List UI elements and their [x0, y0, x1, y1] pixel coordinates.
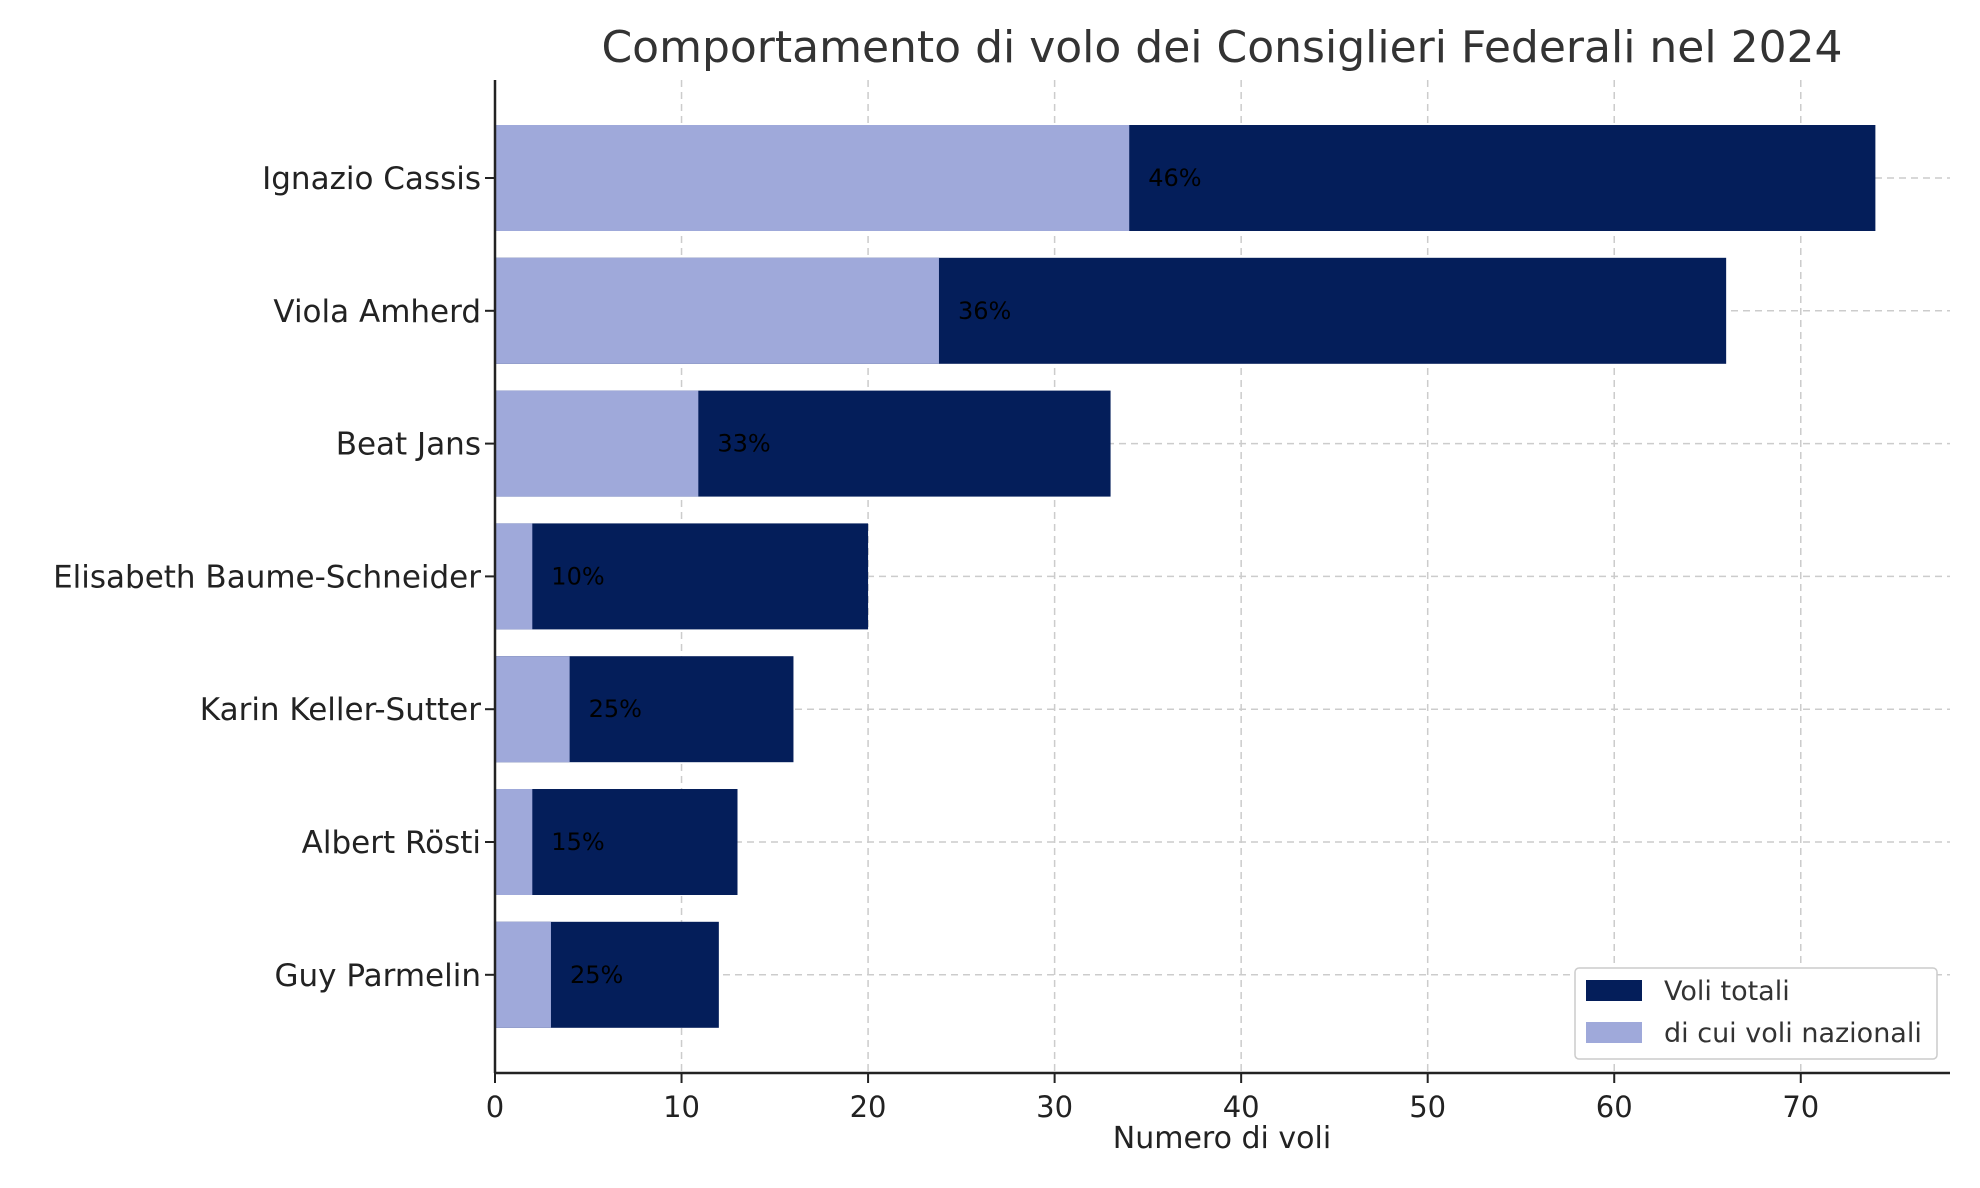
- chart-title: Comportamento di volo dei Consiglieri Fe…: [601, 22, 1842, 73]
- bar-domestic: [495, 523, 533, 630]
- x-tick-label: 0: [486, 1090, 504, 1124]
- x-tick-label: 70: [1782, 1090, 1819, 1124]
- bar-domestic: [495, 921, 551, 1028]
- x-axis-label: Numero di voli: [1113, 1121, 1331, 1156]
- bar-percent-label: 33%: [717, 430, 770, 458]
- category-label: Guy Parmelin: [274, 958, 481, 994]
- category-label: Viola Amherd: [273, 294, 481, 330]
- axes: Ignazio Cassis Viola Amherd Beat Jans Elisa…: [53, 80, 1950, 1124]
- bar-domestic: [495, 789, 533, 895]
- bar-total: [495, 523, 869, 630]
- x-tick-label: 20: [850, 1090, 887, 1124]
- x-tick-label: 10: [663, 1090, 700, 1124]
- data-labels: 46% 36% 33% 10% 25% 15% 25%: [551, 164, 1201, 989]
- bar-percent-label: 25%: [589, 695, 642, 723]
- bars: [495, 125, 1876, 1028]
- legend: Voli totali di cui voli nazionali: [1574, 967, 1938, 1060]
- bar-domestic: [495, 257, 939, 364]
- bar-domestic: [495, 656, 570, 763]
- category-label: Ignazio Cassis: [262, 161, 481, 197]
- category-label: Beat Jans: [336, 427, 481, 463]
- legend-label-total: Voli totali: [1664, 976, 1790, 1007]
- bar-percent-label: 25%: [570, 961, 623, 989]
- x-tick-label: 50: [1409, 1090, 1446, 1124]
- bar-total: [495, 789, 738, 895]
- bar-percent-label: 10%: [551, 562, 604, 590]
- bar-percent-label: 46%: [1148, 164, 1201, 192]
- legend-swatch-total: [1586, 980, 1642, 1001]
- x-tick-label: 30: [1036, 1090, 1073, 1124]
- bar-domestic: [495, 125, 1130, 231]
- category-label: Elisabeth Baume-Schneider: [53, 559, 481, 595]
- legend-box: [1574, 967, 1938, 1060]
- category-label: Karin Keller-Sutter: [200, 692, 481, 728]
- legend-label-domestic: di cui voli nazionali: [1664, 1018, 1922, 1049]
- x-tick-label: 40: [1223, 1090, 1260, 1124]
- legend-swatch-domestic: [1586, 1022, 1642, 1043]
- bar-percent-label: 15%: [551, 828, 604, 856]
- category-label: Albert Rösti: [302, 825, 481, 861]
- x-tick-label: 60: [1596, 1090, 1633, 1124]
- bar-domestic: [495, 390, 699, 497]
- bar-percent-label: 36%: [958, 297, 1011, 325]
